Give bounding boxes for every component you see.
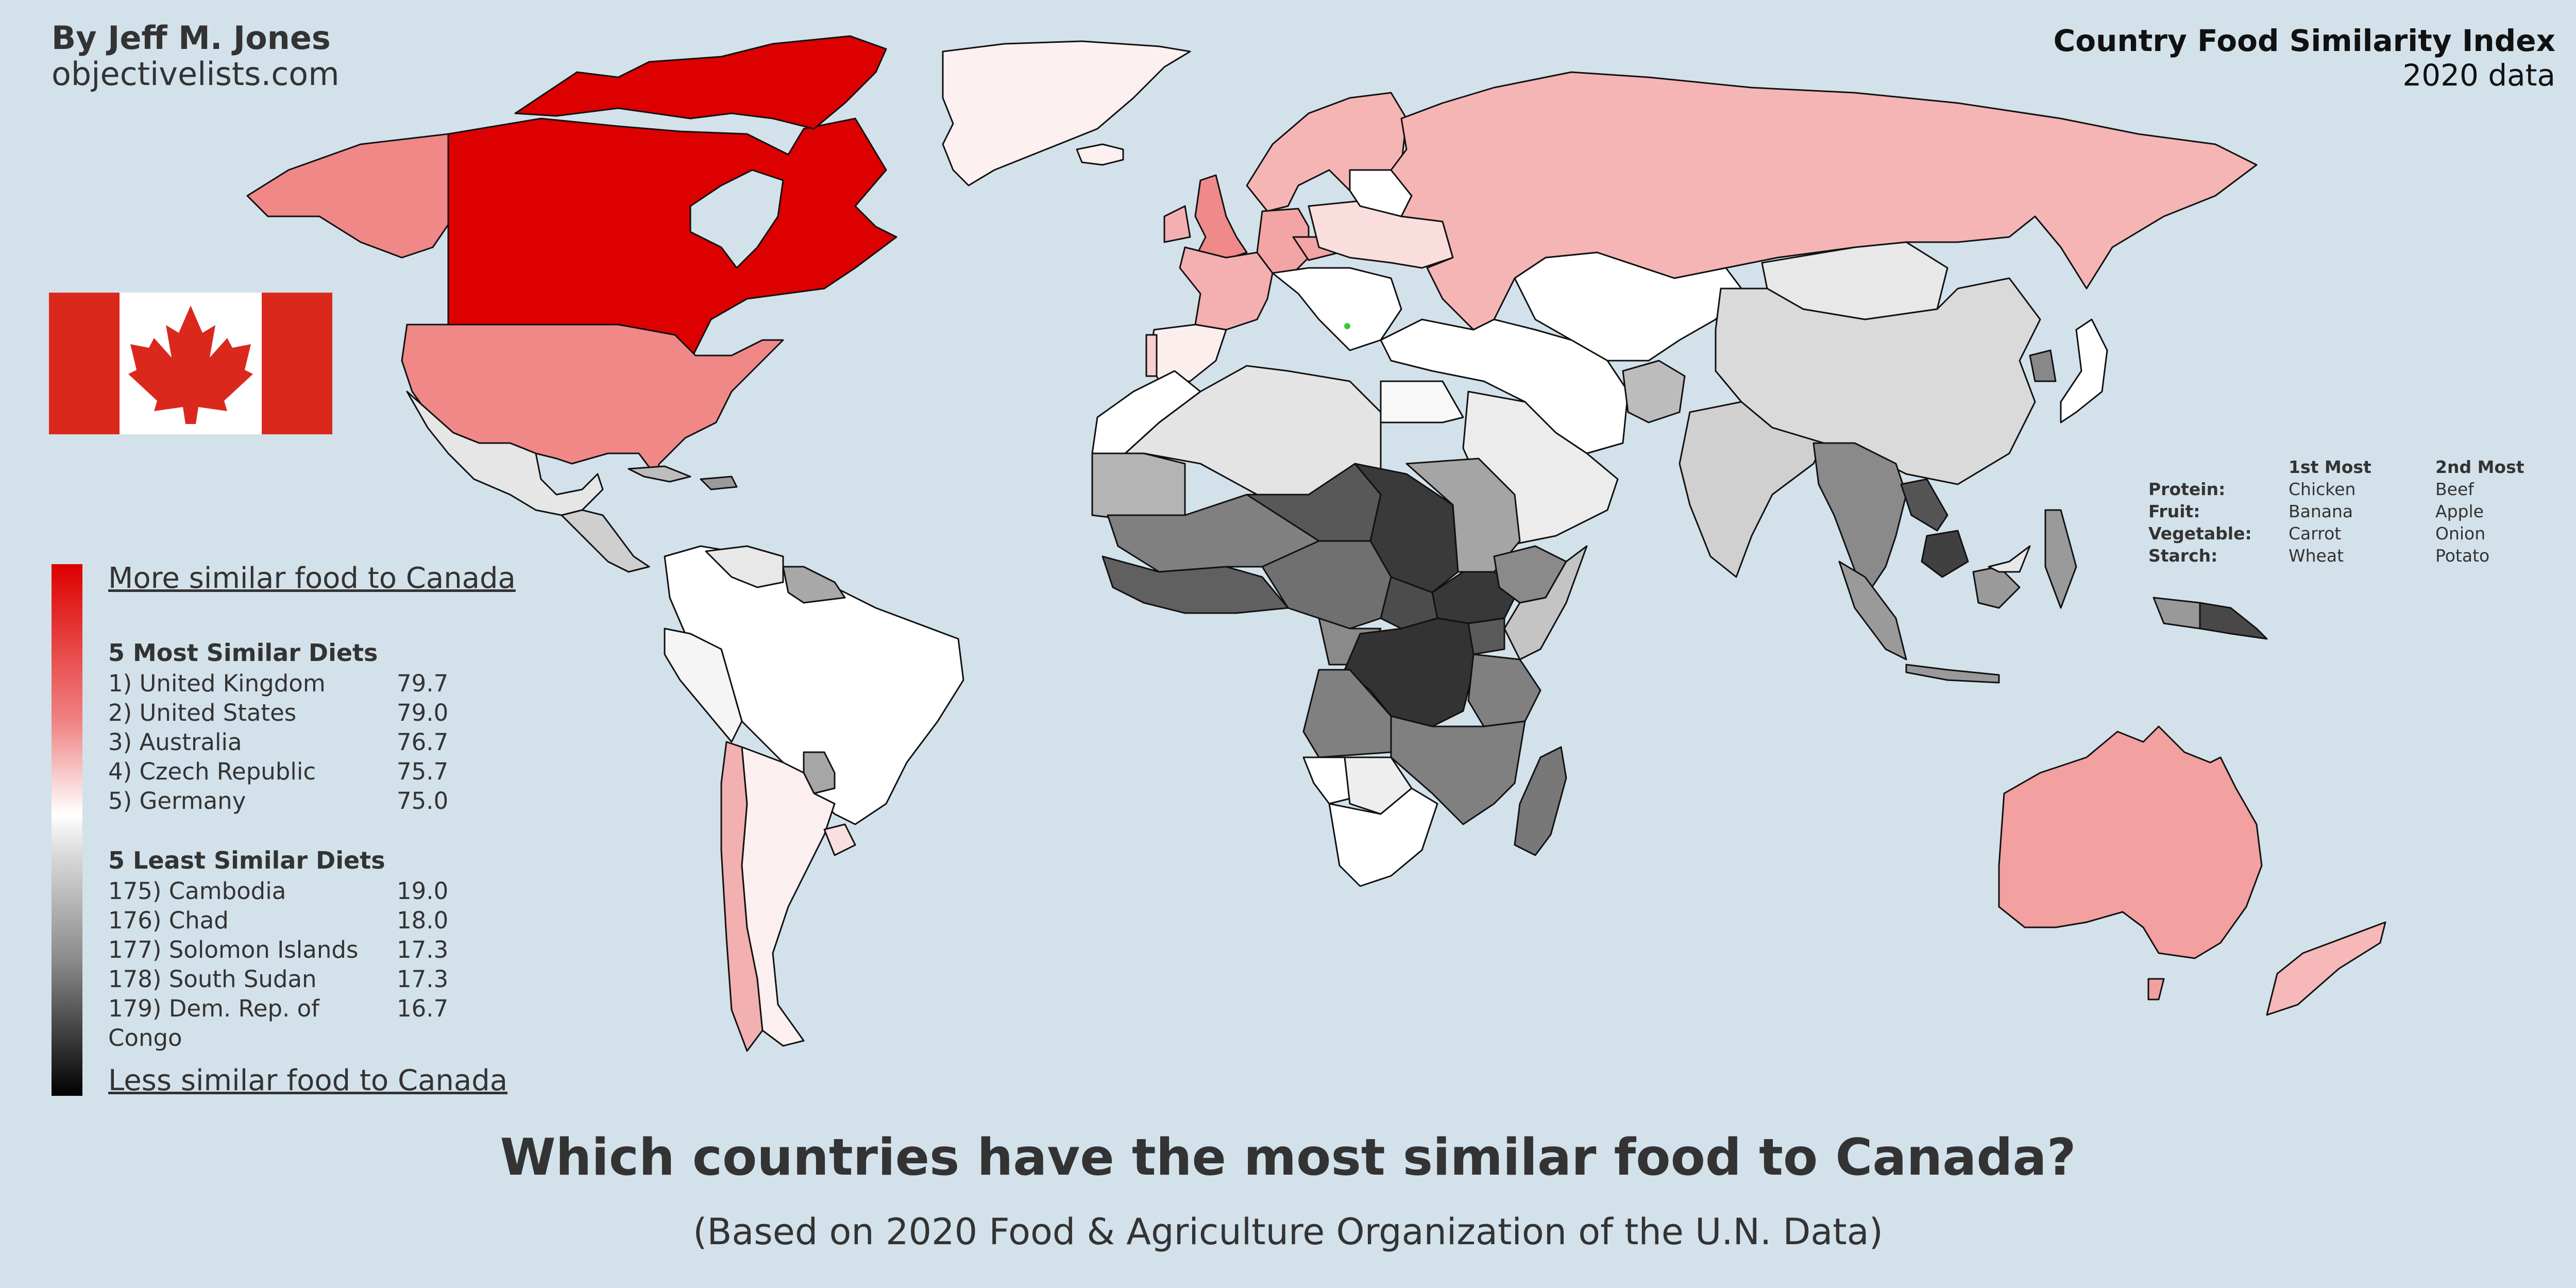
country-madagascar bbox=[1514, 746, 1567, 856]
legend-more-similar-label: More similar food to Canada bbox=[108, 562, 516, 595]
country-turkey-iran bbox=[1380, 318, 1629, 454]
list-item: 3) Australia 76.7 bbox=[108, 728, 449, 756]
country-guianas bbox=[782, 566, 846, 604]
country-russia bbox=[1390, 71, 2258, 331]
least-similar-list: 175) Cambodia 19.0 176) Chad 18.0 177) Sol… bbox=[108, 876, 459, 1052]
country-philippines bbox=[2044, 509, 2077, 609]
list-item: 175) Cambodia 19.0 bbox=[108, 877, 449, 905]
list-item: 1) United Kingdom 79.7 bbox=[108, 670, 449, 697]
country-peru bbox=[664, 628, 743, 743]
country-west-africa bbox=[1101, 555, 1289, 614]
country-central-america bbox=[561, 509, 650, 573]
author-credit: By Jeff M. Jones bbox=[52, 19, 331, 57]
top-foods-table: 1st Most 2nd Most Protein: Chicken Beef … bbox=[2148, 456, 2538, 567]
country-france bbox=[1179, 246, 1274, 331]
country-indonesia-borneo bbox=[1972, 566, 2021, 609]
country-malaysia-borneo bbox=[1988, 545, 2031, 573]
country-spain bbox=[1148, 324, 1227, 382]
country-tasmania bbox=[2147, 978, 2165, 1001]
country-mauritania bbox=[1091, 452, 1186, 521]
country-alaska bbox=[246, 133, 506, 259]
country-kenya-somalia bbox=[1503, 545, 1588, 660]
country-egypt bbox=[1380, 380, 1464, 423]
country-venezuela bbox=[705, 545, 784, 588]
country-indonesia-sumatra bbox=[1838, 561, 1907, 660]
country-drc bbox=[1344, 617, 1485, 727]
country-iceland bbox=[1076, 143, 1124, 166]
list-item: 176) Chad 18.0 bbox=[108, 907, 449, 934]
subtitle: (Based on 2020 Food & Agriculture Organi… bbox=[693, 1211, 1883, 1253]
country-japan bbox=[2060, 318, 2108, 423]
country-balkans-italy bbox=[1272, 267, 1402, 351]
country-indonesia-java bbox=[1905, 664, 2000, 684]
country-uruguay bbox=[823, 823, 856, 856]
country-png-west bbox=[2153, 597, 2201, 630]
country-south-africa bbox=[1328, 787, 1438, 887]
country-cambodia bbox=[1921, 530, 1969, 578]
country-korea-north bbox=[2029, 349, 2057, 382]
list-item: 5) Germany 75.0 bbox=[108, 787, 449, 815]
country-png bbox=[2199, 602, 2268, 640]
country-australia bbox=[1998, 725, 2263, 959]
country-argentina bbox=[741, 746, 836, 1047]
index-year: 2020 data bbox=[2402, 58, 2555, 93]
legend-less-similar-label: Less similar food to Canada bbox=[108, 1064, 508, 1097]
country-portugal bbox=[1145, 334, 1158, 377]
least-similar-heading: 5 Least Similar Diets bbox=[108, 846, 385, 874]
site-credit: objectivelists.com bbox=[52, 55, 340, 93]
country-india bbox=[1679, 401, 1825, 578]
country-new-zealand bbox=[2266, 921, 2386, 1016]
country-greenland bbox=[942, 40, 1191, 187]
country-ireland bbox=[1163, 205, 1191, 243]
table-row: Fruit: Banana Apple bbox=[2148, 501, 2484, 521]
country-hispaniola bbox=[700, 476, 738, 490]
country-canada-arctic bbox=[514, 35, 887, 130]
country-germany bbox=[1256, 208, 1310, 274]
legend-color-scale bbox=[52, 564, 82, 1096]
country-tanzania bbox=[1467, 653, 1541, 727]
country-afghanistan bbox=[1622, 360, 1686, 423]
table-row: Starch: Wheat Potato bbox=[2148, 546, 2490, 566]
country-uk bbox=[1194, 174, 1248, 264]
list-item: 178) South Sudan 17.3 bbox=[108, 965, 449, 993]
country-cuba bbox=[628, 465, 691, 483]
country-canada-hudson-bay bbox=[689, 169, 784, 269]
country-laos bbox=[1900, 478, 1948, 532]
country-mexico bbox=[406, 391, 604, 516]
list-item: 179) Dem. Rep. of Congo 16.7 bbox=[108, 995, 449, 1052]
country-kosovo bbox=[1344, 323, 1350, 329]
main-title: Which countries have the most similar fo… bbox=[500, 1128, 2076, 1187]
list-item: 177) Solomon Islands 17.3 bbox=[108, 936, 449, 963]
country-southeast-asia bbox=[1812, 442, 1907, 599]
country-zambia-moz bbox=[1390, 715, 1526, 825]
canada-flag bbox=[49, 293, 332, 434]
table-row: Protein: Chicken Beef bbox=[2148, 479, 2474, 499]
country-uganda bbox=[1467, 617, 1505, 655]
most-similar-list: 1) United Kingdom 79.7 2) United States 79… bbox=[108, 669, 459, 816]
table-row: Vegetable: Carrot Onion bbox=[2148, 523, 2486, 544]
most-similar-heading: 5 Most Similar Diets bbox=[108, 639, 378, 667]
table-header: 1st Most 2nd Most bbox=[2289, 457, 2524, 477]
list-item: 2) United States 79.0 bbox=[108, 699, 449, 726]
list-item: 4) Czech Republic 75.7 bbox=[108, 758, 449, 785]
country-namibia bbox=[1302, 756, 1351, 805]
maple-leaf-icon bbox=[128, 306, 253, 424]
index-title: Country Food Similarity Index bbox=[2053, 23, 2555, 58]
